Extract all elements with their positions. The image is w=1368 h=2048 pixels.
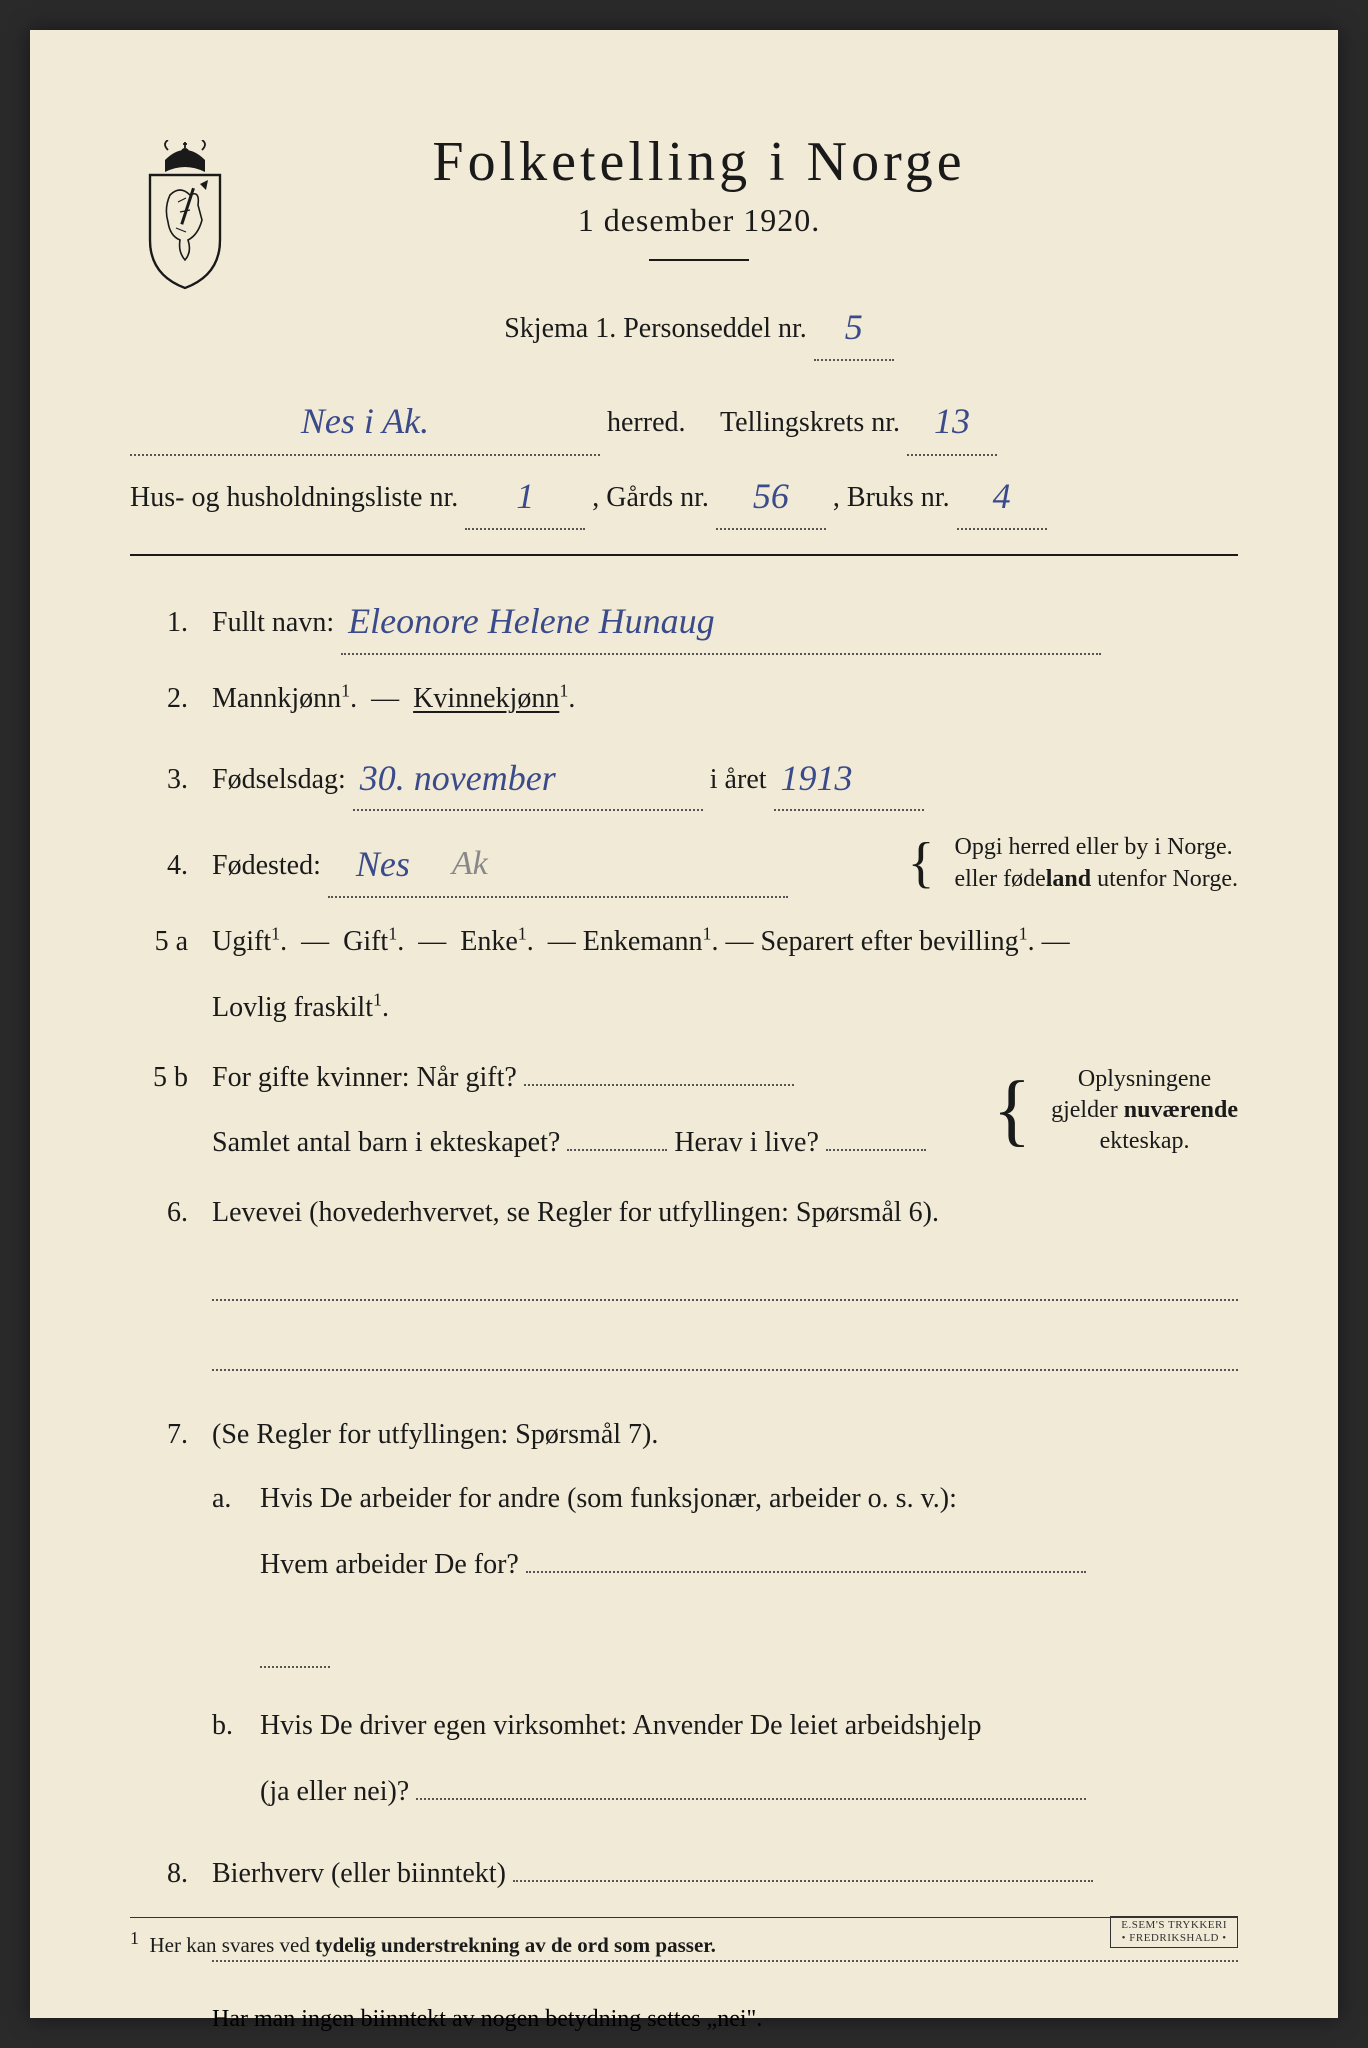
herred-label: herred. bbox=[607, 407, 686, 438]
husliste-label: Hus- og husholdningsliste nr. bbox=[130, 482, 458, 513]
q4-note1: Opgi herred eller by i Norge. bbox=[954, 832, 1238, 863]
note: Har man ingen biinntekt av nogen betydni… bbox=[140, 2006, 1238, 2033]
q8: 8. Bierhverv (eller biinntekt) bbox=[140, 1848, 1238, 1982]
q7b-line2: (ja eller nei)? bbox=[260, 1776, 409, 1807]
q5b-line1a: For gifte kvinner: Når gift? bbox=[212, 1062, 517, 1093]
brace-icon: { bbox=[908, 841, 935, 886]
q3-mid: i året bbox=[710, 764, 767, 795]
q4-note: Opgi herred eller by i Norge. eller føde… bbox=[954, 832, 1238, 894]
q6: 6. Levevei (hovederhvervet, se Regler fo… bbox=[140, 1187, 1238, 1391]
q5b-note: Oplysningene gjelder nuværende ekteskap. bbox=[1051, 1064, 1238, 1158]
q6-blank2 bbox=[212, 1321, 1238, 1371]
herred-line: Nes i Ak. herred. Tellingskrets nr. 13 bbox=[130, 385, 1238, 455]
herred-value: Nes i Ak. bbox=[301, 401, 429, 441]
q5a-num: 5 a bbox=[140, 916, 188, 968]
q7-num: 7. bbox=[140, 1409, 188, 1461]
q7a-line1: Hvis De arbeider for andre (som funksjon… bbox=[260, 1473, 1238, 1525]
footnote: 1 Her kan svares ved tydelig understrekn… bbox=[130, 1928, 1238, 1958]
q5a-options: Ugift1. — Gift1. — Enke1. — Enkemann1. —… bbox=[212, 916, 1238, 968]
footnote-text-a: Her kan svares ved bbox=[150, 1933, 316, 1957]
brace-icon: { bbox=[993, 1078, 1031, 1142]
printer-line1: E.SEM'S TRYKKERI bbox=[1121, 1919, 1227, 1932]
q4-value: Nes bbox=[356, 844, 410, 884]
q7-intro: (Se Regler for utfyllingen: Spørsmål 7). bbox=[212, 1409, 1238, 1461]
q2-num: 2. bbox=[140, 673, 188, 725]
header: Folketelling i Norge 1 desember 1920. Sk… bbox=[130, 130, 1238, 365]
printer-line2: • FREDRIKSHALD • bbox=[1121, 1932, 1227, 1945]
q2-opt-b: Kvinnekjønn bbox=[413, 683, 559, 714]
q6-text: Levevei (hovederhvervet, se Regler for u… bbox=[212, 1187, 1238, 1239]
tellingskrets-label: Tellingskrets nr. bbox=[720, 407, 900, 438]
husliste-line: Hus- og husholdningsliste nr. 1 , Gårds … bbox=[130, 460, 1238, 530]
footnote-area: 1 Her kan svares ved tydelig understrekn… bbox=[130, 1917, 1238, 1958]
question-list: 1. Fullt navn: Eleonore Helene Hunaug 2.… bbox=[130, 586, 1238, 2033]
q1-label: Fullt navn: bbox=[212, 607, 334, 638]
footnote-marker: 1 bbox=[130, 1928, 139, 1948]
footnote-text-b: tydelig understrekning av de ord som pas… bbox=[315, 1933, 716, 1957]
q7b-letter: b. bbox=[212, 1700, 240, 1818]
q7a: a. Hvis De arbeider for andre (som funks… bbox=[212, 1473, 1238, 1689]
q3-num: 3. bbox=[140, 754, 188, 806]
q3: 3. Fødselsdag: 30. november i året 1913 bbox=[140, 743, 1238, 812]
q7a-blank bbox=[260, 1618, 330, 1668]
q5b-note2: gjelder nuværende bbox=[1051, 1095, 1238, 1126]
subtitle: 1 desember 1920. bbox=[270, 202, 1128, 239]
q2-opt-a: Mannkjønn bbox=[212, 683, 341, 714]
q1-value: Eleonore Helene Hunaug bbox=[348, 601, 715, 641]
q4: 4. Fødested: Nes Ak { Opgi herred eller … bbox=[140, 829, 1238, 898]
schema-label: Skjema 1. Personseddel nr. bbox=[504, 313, 807, 344]
q7b-line1: Hvis De driver egen virksomhet: Anvender… bbox=[260, 1700, 1238, 1752]
q8-num: 8. bbox=[140, 1848, 188, 1900]
q5a-options2: Lovlig fraskilt1. bbox=[212, 982, 1238, 1034]
section-divider bbox=[130, 554, 1238, 556]
gards-label: , Gårds nr. bbox=[592, 482, 709, 513]
q4-label: Fødested: bbox=[212, 850, 321, 881]
q5a: 5 a Ugift1. — Gift1. — Enke1. — Enkemann… bbox=[140, 916, 1238, 1034]
tellingskrets-value: 13 bbox=[934, 401, 970, 441]
q2: 2. Mannkjønn1. — Kvinnekjønn1. bbox=[140, 673, 1238, 725]
bruks-label: , Bruks nr. bbox=[833, 482, 950, 513]
gards-value: 56 bbox=[753, 476, 789, 516]
q4-value2: Ak bbox=[452, 845, 488, 882]
q7a-line2: Hvem arbeider De for? bbox=[260, 1549, 519, 1580]
q1-num: 1. bbox=[140, 597, 188, 649]
q7b: b. Hvis De driver egen virksomhet: Anven… bbox=[212, 1700, 1238, 1818]
q3-label: Fødselsdag: bbox=[212, 764, 346, 795]
husliste-value: 1 bbox=[516, 476, 534, 516]
q6-blank1 bbox=[212, 1251, 1238, 1301]
schema-value: 5 bbox=[845, 307, 863, 347]
q5b-note3: ekteskap. bbox=[1051, 1126, 1238, 1157]
coat-of-arms-icon bbox=[130, 140, 240, 290]
crest-svg bbox=[130, 140, 240, 290]
q1: 1. Fullt navn: Eleonore Helene Hunaug bbox=[140, 586, 1238, 655]
q5b-note1: Oplysningene bbox=[1051, 1064, 1238, 1095]
footnote-rule bbox=[130, 1917, 1238, 1918]
q6-num: 6. bbox=[140, 1187, 188, 1239]
q3-year: 1913 bbox=[781, 758, 853, 798]
q5b: 5 b For gifte kvinner: Når gift? Samlet … bbox=[140, 1052, 1238, 1170]
census-form-page: Folketelling i Norge 1 desember 1920. Sk… bbox=[30, 30, 1338, 2018]
title-block: Folketelling i Norge 1 desember 1920. Sk… bbox=[270, 130, 1238, 365]
q7: 7. (Se Regler for utfyllingen: Spørsmål … bbox=[140, 1409, 1238, 1830]
title-divider bbox=[649, 259, 749, 261]
q7a-letter: a. bbox=[212, 1473, 240, 1689]
printer-stamp: E.SEM'S TRYKKERI • FREDRIKSHALD • bbox=[1110, 1916, 1238, 1948]
bruks-value: 4 bbox=[993, 476, 1011, 516]
q5b-line2a: Samlet antal barn i ekteskapet? bbox=[212, 1127, 560, 1158]
q5b-num: 5 b bbox=[140, 1052, 188, 1104]
main-title: Folketelling i Norge bbox=[270, 130, 1128, 194]
schema-line: Skjema 1. Personseddel nr. 5 bbox=[270, 291, 1128, 361]
q3-day: 30. november bbox=[360, 758, 556, 798]
q4-num: 4. bbox=[140, 840, 188, 892]
q5b-line2b: Herav i live? bbox=[674, 1127, 819, 1158]
q4-note2: eller fødeland utenfor Norge. bbox=[954, 864, 1238, 895]
q8-label: Bierhverv (eller biinntekt) bbox=[212, 1858, 506, 1889]
